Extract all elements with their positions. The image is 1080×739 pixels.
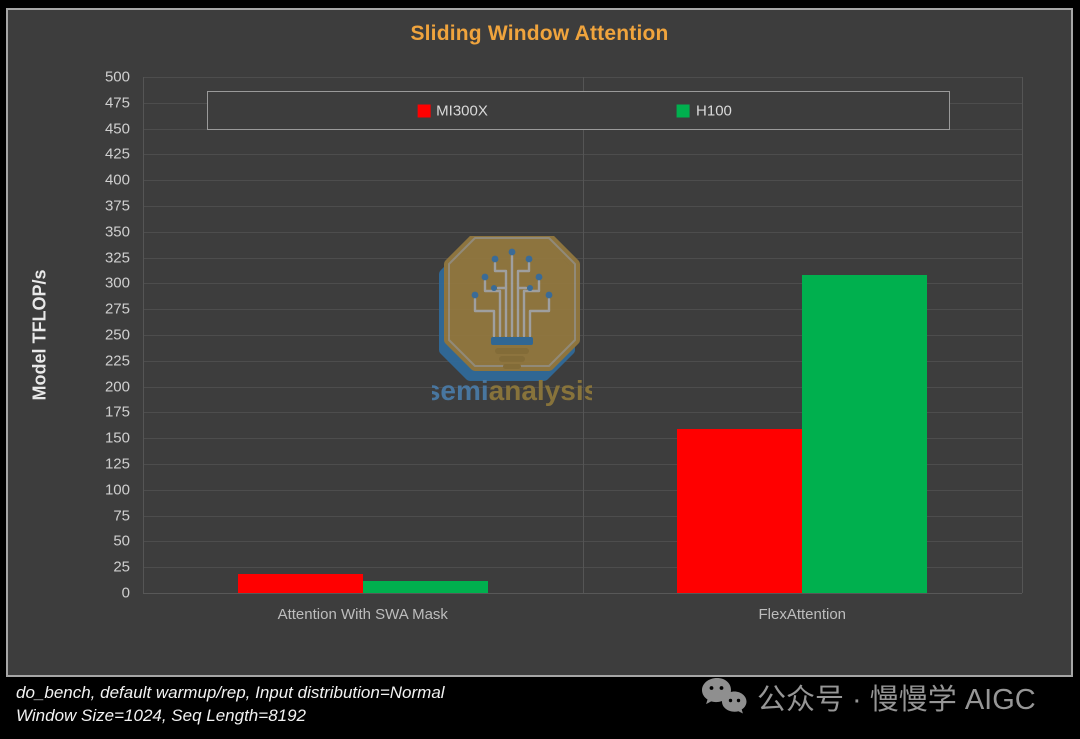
- wechat-credit: 公众号 · 慢慢学 AIGC: [700, 675, 1036, 719]
- y-tick-label-0: 0: [121, 584, 130, 602]
- legend-swatch-h100: [677, 104, 691, 117]
- y-tick-label-475: 475: [104, 94, 130, 112]
- legend-entry-mi300x: MI300X: [417, 102, 488, 119]
- y-tick-label-175: 175: [104, 403, 130, 421]
- bar-mi300x-swa-mask: [237, 574, 363, 593]
- logo-octagon-outline: [448, 237, 576, 367]
- y-tick-label-425: 425: [104, 145, 130, 163]
- plot-area: 0 25 50 75 100 125 150 175 200 225 250 275 300 325 350…: [105, 69, 1023, 623]
- footnote-line-2: Window Size=1024, Seq Length=8192: [16, 706, 307, 725]
- chart-title: Sliding Window Attention: [410, 22, 669, 45]
- bar-mi300x-flexattention: [677, 428, 803, 593]
- bulb-base-icon: [491, 337, 533, 369]
- y-tick-label-275: 275: [104, 300, 130, 318]
- plot-right-border: [1022, 77, 1023, 593]
- y-tick-label-350: 350: [104, 223, 130, 241]
- y-tick-label-450: 450: [104, 120, 130, 138]
- watermark-wordmark: semianalysis: [432, 375, 592, 406]
- wordmark-semi: semi: [432, 375, 489, 406]
- y-tick-label-100: 100: [104, 481, 130, 499]
- semianalysis-watermark-logo: semianalysis: [432, 236, 592, 406]
- footnote-line-1: do_bench, default warmup/rep, Input dist…: [16, 683, 445, 702]
- legend-swatch-mi300x: [417, 104, 431, 117]
- y-tick-label-50: 50: [113, 532, 130, 550]
- circuit-node-dots: [471, 248, 553, 299]
- category-label-0: Attention With SWA Mask: [277, 606, 448, 623]
- legend-box: MI300X H100: [207, 91, 950, 130]
- y-tick-label-325: 325: [104, 249, 130, 267]
- bar-h100-swa-mask: [362, 580, 488, 593]
- legend-label-h100: H100: [696, 102, 732, 119]
- legend-entry-h100: H100: [677, 102, 732, 119]
- y-tick-label-500: 500: [104, 68, 130, 86]
- benchmark-footnote: do_bench, default warmup/rep, Input dist…: [16, 681, 445, 727]
- y-tick-label-75: 75: [113, 507, 130, 525]
- y-axis-title: Model TFLOP/s: [29, 269, 50, 401]
- circuit-tree-icon: [473, 254, 551, 338]
- y-tick-label-250: 250: [104, 326, 130, 344]
- gridline-y-0: [143, 593, 1022, 594]
- y-axis-line: [143, 77, 144, 593]
- y-tick-label-25: 25: [113, 558, 130, 576]
- wordmark-analysis: analysis: [489, 375, 592, 406]
- y-tick-label-225: 225: [104, 352, 130, 370]
- y-tick-label-150: 150: [104, 429, 130, 447]
- y-tick-label-125: 125: [104, 455, 130, 473]
- y-tick-label-200: 200: [104, 378, 130, 396]
- category-label-1: FlexAttention: [758, 606, 847, 623]
- wechat-label: 公众号 · 慢慢学 AIGC: [757, 684, 1036, 716]
- y-tick-label-400: 400: [104, 171, 130, 189]
- bar-h100-flexattention: [802, 275, 928, 593]
- chart-panel: Sliding Window Attention Model TFLOP/s 0…: [6, 8, 1073, 677]
- category-separator-line: [582, 77, 584, 593]
- wechat-icon: [702, 678, 747, 714]
- y-tick-label-375: 375: [104, 197, 130, 215]
- legend-label-mi300x: MI300X: [436, 102, 488, 119]
- y-tick-label-300: 300: [104, 274, 130, 292]
